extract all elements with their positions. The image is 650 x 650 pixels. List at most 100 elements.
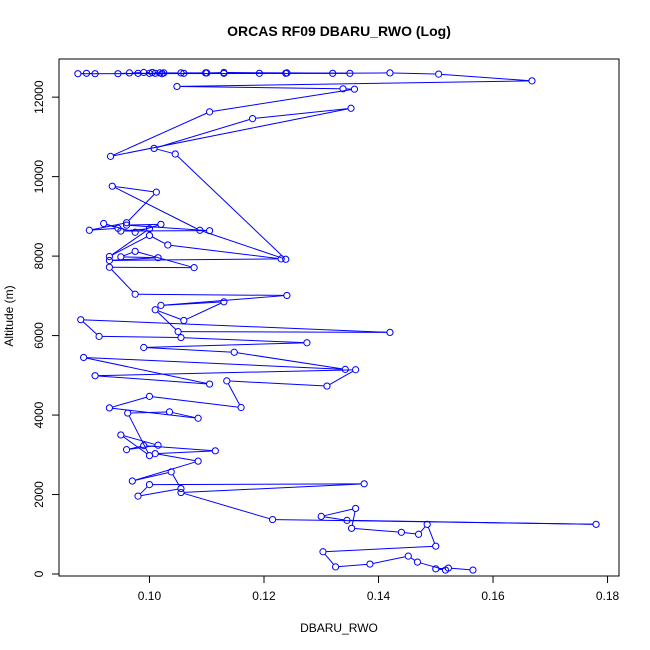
series-segment <box>324 516 345 521</box>
series-segment <box>98 369 353 377</box>
x-tick-label: 0.12 <box>252 589 276 603</box>
data-point <box>140 68 148 77</box>
data-point <box>352 366 360 374</box>
data-series <box>74 68 600 574</box>
data-point <box>154 254 162 262</box>
y-tick-label: 6000 <box>32 322 46 349</box>
series-segment <box>128 415 149 454</box>
data-point <box>223 377 231 385</box>
y-tick-label: 4000 <box>32 401 46 428</box>
series-segment <box>139 486 148 495</box>
series-segment <box>338 563 367 568</box>
series-segment <box>156 119 250 148</box>
series-segment <box>128 193 155 221</box>
x-axis: 0.10 0.12 0.14 0.16 0.18 <box>138 576 620 603</box>
data-point <box>205 227 214 235</box>
data-point <box>341 365 349 373</box>
data-point <box>177 488 185 497</box>
series-segment <box>135 461 196 481</box>
series-segment <box>229 380 324 387</box>
data-point <box>303 339 311 347</box>
data-point <box>95 332 103 340</box>
series-segment <box>92 228 115 231</box>
data-point <box>148 68 156 77</box>
data-point <box>366 560 374 568</box>
data-point <box>277 255 285 263</box>
series-segment <box>146 342 304 348</box>
series-segment <box>152 396 239 408</box>
series-segment <box>404 532 416 535</box>
data-point <box>177 484 185 493</box>
data-point <box>105 256 113 265</box>
series-segment <box>156 148 173 154</box>
data-point <box>432 542 440 550</box>
data-point <box>592 520 600 528</box>
data-point <box>177 333 185 342</box>
data-point <box>105 263 113 271</box>
data-point <box>352 504 360 513</box>
y-tick-label: 12000 <box>32 80 46 114</box>
data-point <box>145 451 154 460</box>
data-point <box>105 404 113 412</box>
x-tick-label: 0.16 <box>481 589 505 603</box>
data-point <box>167 468 175 476</box>
series-segment <box>441 73 529 82</box>
series-segment <box>129 445 156 450</box>
series-segment <box>275 519 594 525</box>
series-segment <box>86 357 343 370</box>
plot-frame <box>58 58 620 577</box>
data-point <box>85 226 93 234</box>
data-point <box>145 481 154 489</box>
data-point <box>317 512 325 520</box>
data-point <box>154 441 162 449</box>
data-point <box>117 431 125 439</box>
data-point <box>435 70 443 78</box>
data-point <box>77 316 85 324</box>
data-point <box>343 516 351 524</box>
data-point <box>255 69 264 77</box>
series-segment <box>184 337 304 344</box>
data-point <box>157 301 165 309</box>
series-segment <box>172 412 196 419</box>
data-point <box>74 70 82 78</box>
series-segment <box>186 302 222 320</box>
data-point <box>282 255 290 263</box>
data-point <box>319 548 327 556</box>
data-point <box>174 328 182 336</box>
data-point <box>220 68 228 77</box>
series-segment <box>140 488 178 497</box>
data-point <box>194 414 202 422</box>
data-point <box>248 115 257 123</box>
data-point <box>106 152 115 160</box>
series-segment <box>152 483 362 486</box>
series-segment <box>123 435 156 445</box>
series-segment <box>112 258 279 261</box>
data-point <box>205 380 214 388</box>
data-point <box>441 566 450 574</box>
data-point <box>386 328 394 337</box>
data-point <box>413 558 422 566</box>
series-group <box>74 68 600 574</box>
series-segment <box>138 293 284 296</box>
series-segment <box>146 445 213 452</box>
series-segment <box>227 383 241 406</box>
series-segment <box>82 321 98 335</box>
x-tick-label: 0.10 <box>138 589 162 603</box>
data-point <box>131 290 139 298</box>
data-point <box>414 530 423 538</box>
data-point <box>180 316 188 325</box>
data-point <box>145 225 154 233</box>
series-segment <box>184 483 362 493</box>
series-segment <box>146 347 232 353</box>
series-segment <box>137 224 159 232</box>
series-segment <box>170 244 279 260</box>
data-point <box>177 69 185 77</box>
data-point <box>171 150 179 158</box>
series-segment <box>237 352 343 370</box>
series-segment <box>177 155 284 258</box>
data-point <box>194 457 202 465</box>
data-point <box>528 77 536 85</box>
data-point <box>145 392 154 400</box>
data-point <box>220 298 228 306</box>
series-segment <box>393 72 436 75</box>
